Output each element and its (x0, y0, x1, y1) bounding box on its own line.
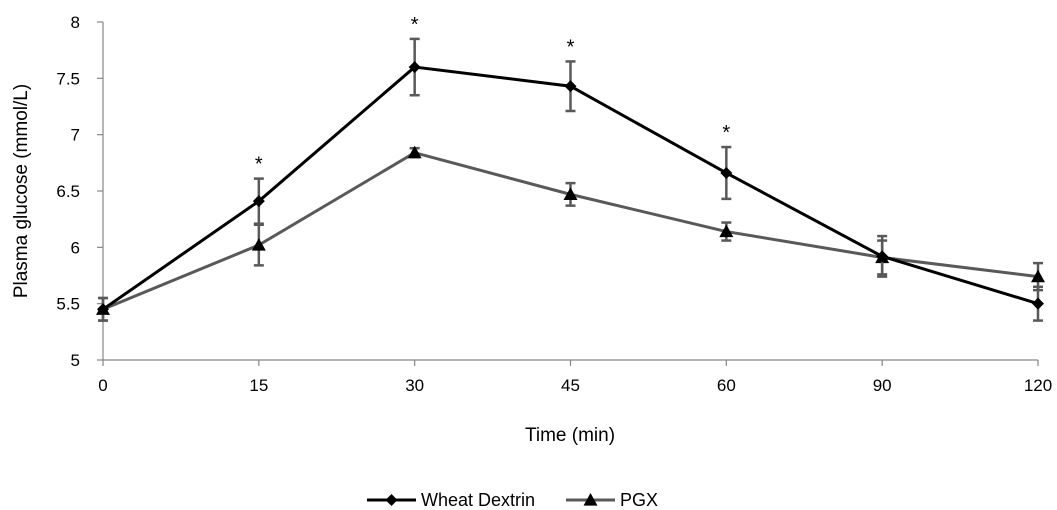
y-tick-label: 8 (71, 13, 80, 32)
legend: Wheat Dextrin PGX (367, 490, 658, 510)
x-tick-label: 90 (873, 376, 892, 395)
significance-markers: * * * * (255, 14, 730, 176)
data-point-pgx (251, 238, 266, 251)
legend-diamond-marker (385, 494, 398, 506)
y-tick-label: 5.5 (56, 295, 80, 314)
x-tick-label: 120 (1024, 376, 1052, 395)
data-point-pgx (407, 145, 422, 159)
legend-triangle-marker (583, 493, 598, 506)
data-point-pgx (719, 224, 734, 238)
x-tick-label: 15 (249, 376, 268, 395)
legend-item-pgx: PGX (566, 490, 658, 510)
x-tick-label: 45 (561, 376, 580, 395)
data-point-wheat-dextrin (720, 166, 733, 179)
x-tick-label: 60 (717, 376, 736, 395)
y-tick-label: 6 (71, 238, 80, 257)
y-axis-title: Plasma glucose (mmol/L) (11, 84, 32, 298)
x-tick-label: 0 (98, 376, 107, 395)
y-tick-label: 7 (71, 126, 80, 145)
series-layer (96, 37, 1045, 322)
legend-item-wheat-dextrin: Wheat Dextrin (367, 490, 535, 510)
x-axis-ticks: 0 15 30 45 60 90 120 (98, 360, 1052, 395)
y-axis-ticks: 5 5.5 6 6.5 7 7.5 8 (56, 13, 103, 370)
x-tick-label: 30 (405, 376, 424, 395)
legend-label-wheat-dextrin: Wheat Dextrin (421, 490, 535, 510)
data-point-pgx (563, 187, 578, 200)
y-tick-label: 5 (71, 351, 80, 370)
data-point-wheat-dextrin (1032, 297, 1044, 310)
y-tick-label: 7.5 (56, 69, 80, 88)
data-point-wheat-dextrin (252, 195, 265, 208)
series-pgx (96, 145, 1045, 322)
data-point-wheat-dextrin (564, 80, 577, 93)
data-point-pgx (1031, 269, 1045, 283)
legend-label-pgx: PGX (620, 490, 658, 510)
significance-asterisk: * (722, 122, 730, 144)
significance-asterisk: * (411, 14, 419, 36)
x-axis-title: Time (min) (525, 425, 615, 446)
significance-asterisk: * (255, 154, 263, 176)
series-wheat-dextrin (97, 37, 1044, 322)
y-tick-label: 6.5 (56, 182, 80, 201)
data-point-wheat-dextrin (408, 61, 421, 74)
data-point-wheat-dextrin (876, 250, 889, 263)
significance-asterisk: * (567, 36, 575, 58)
series-line-pgx (102, 151, 1039, 311)
data-point-wheat-dextrin (97, 303, 109, 316)
